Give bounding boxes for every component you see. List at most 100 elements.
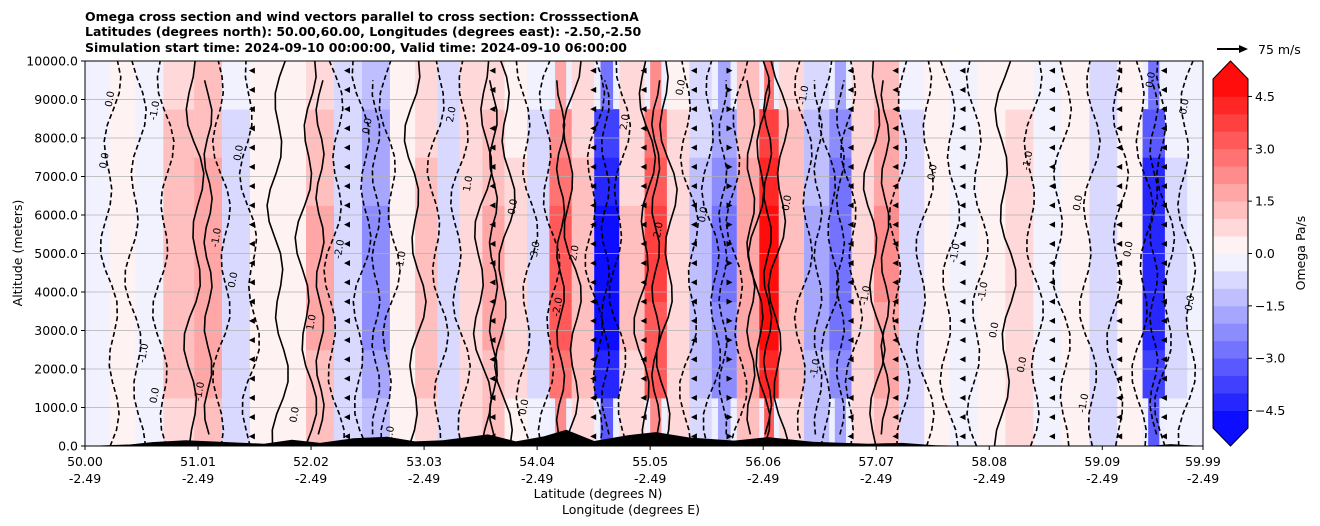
- contour-line: [378, 61, 402, 446]
- contour-label: 0.0: [232, 144, 246, 162]
- omega-cell: [194, 397, 223, 446]
- wind-vector: [590, 183, 597, 190]
- omega-cell: [924, 205, 950, 254]
- wind-vector-column: [1049, 67, 1056, 440]
- wind-vector: [847, 86, 854, 93]
- omega-cell: [1033, 349, 1062, 399]
- omega-cell: [278, 109, 307, 158]
- omega-cell: [334, 109, 362, 158]
- wind-vector: [847, 106, 854, 113]
- omega-cell: [619, 253, 645, 303]
- omega-cell: [110, 397, 136, 446]
- wind-vector: [640, 375, 647, 382]
- wind-vector: [726, 67, 733, 74]
- omega-band: [851, 61, 874, 446]
- omega-cell: [306, 397, 335, 446]
- quiver-key-label: 75 m/s: [1258, 42, 1301, 57]
- omega-cell: [110, 301, 136, 351]
- omega-cell: [90, 397, 111, 446]
- contour-line: [555, 80, 566, 435]
- wind-vector: [343, 356, 350, 363]
- wind-vector: [1160, 414, 1167, 421]
- wind-vector: [640, 86, 647, 93]
- contour-label: 0.0: [1184, 294, 1198, 312]
- contour-label: 0.0: [104, 90, 118, 108]
- contour-line: [403, 61, 427, 446]
- wind-vector: [640, 414, 647, 421]
- wind-vector: [489, 221, 496, 228]
- wind-vector: [248, 183, 255, 190]
- omega-cell: [924, 109, 950, 158]
- y-axis-ticks: 0.0 1000.0 2000.0 3000.0 4000.0 5000.0 6000.0 7…: [26, 54, 85, 454]
- wind-vector: [590, 125, 597, 132]
- omega-cell: [549, 349, 572, 399]
- contour-line: [266, 61, 289, 446]
- omega-cell: [361, 349, 390, 399]
- contour-line: [584, 61, 606, 446]
- omega-cell: [135, 157, 164, 206]
- omega-cell: [334, 157, 362, 206]
- omega-cell: [222, 397, 251, 446]
- omega-cell: [110, 349, 136, 399]
- wind-vector: [640, 221, 647, 228]
- x-tick-label-longitude: -2.49: [634, 471, 666, 486]
- x-axis-label-latitude: Latitude (degrees N): [534, 486, 663, 501]
- omega-band: [804, 61, 830, 446]
- contour-line: [1148, 80, 1159, 435]
- wind-vector: [590, 106, 597, 113]
- contour-label: 3.0: [529, 240, 543, 258]
- x-tick-label-latitude: 52.02: [293, 454, 329, 469]
- omega-cell: [278, 301, 307, 351]
- omega-band: [504, 61, 528, 446]
- wind-vector: [959, 394, 966, 401]
- wind-vector: [690, 183, 697, 190]
- omega-cell: [644, 157, 667, 206]
- omega-cell: [415, 349, 438, 399]
- x-axis-ticks: 50.00 -2.49 51.01 -2.49 52.02 -2.49 53.03 -2.49…: [67, 446, 1221, 486]
- contour-line: [351, 61, 372, 446]
- contour-line: [862, 61, 886, 446]
- wind-vector: [847, 144, 854, 151]
- wind-vector: [590, 298, 597, 305]
- omega-band: [90, 61, 111, 446]
- colorbar-step: [1213, 288, 1248, 307]
- omega-band: [437, 61, 460, 446]
- contour-line: [99, 61, 122, 446]
- title-line-1: Omega cross section and wind vectors par…: [85, 9, 639, 24]
- wind-vector: [248, 356, 255, 363]
- omega-cell: [924, 349, 950, 399]
- contour-line: [965, 61, 989, 446]
- omega-cell: [644, 109, 667, 158]
- wind-vector: [590, 317, 597, 324]
- wind-vector: [726, 163, 733, 170]
- omega-cell: [90, 61, 111, 110]
- omega-cell: [778, 157, 805, 206]
- wind-vector: [1049, 67, 1056, 74]
- wind-vector: [690, 394, 697, 401]
- wind-vector: [1049, 394, 1056, 401]
- colorbar-lower-extension: [1213, 428, 1248, 446]
- omega-cell: [619, 109, 645, 158]
- contour-line: [537, 61, 561, 446]
- contour-line: [813, 80, 823, 435]
- omega-cell: [644, 349, 667, 399]
- contour-line: [426, 61, 450, 446]
- wind-vector: [489, 375, 496, 382]
- wind-vector: [489, 298, 496, 305]
- colorbar-step: [1213, 375, 1248, 394]
- colorbar-step: [1213, 201, 1248, 219]
- contour-label: 0.0: [518, 398, 532, 416]
- contour-line: [1131, 61, 1155, 446]
- y-tick-label: 6000.0: [34, 208, 78, 223]
- omega-cell: [1033, 61, 1062, 110]
- wind-vector: [1116, 144, 1123, 151]
- contour-label: 0.0: [1122, 240, 1136, 258]
- omega-cell: [711, 205, 737, 254]
- wind-vector: [1160, 279, 1167, 286]
- omega-cell: [778, 61, 805, 110]
- wind-vector: [1116, 375, 1123, 382]
- wind-vector-column: [590, 67, 597, 440]
- wind-vector: [1160, 202, 1167, 209]
- wind-vector: [1160, 221, 1167, 228]
- wind-vector: [726, 356, 733, 363]
